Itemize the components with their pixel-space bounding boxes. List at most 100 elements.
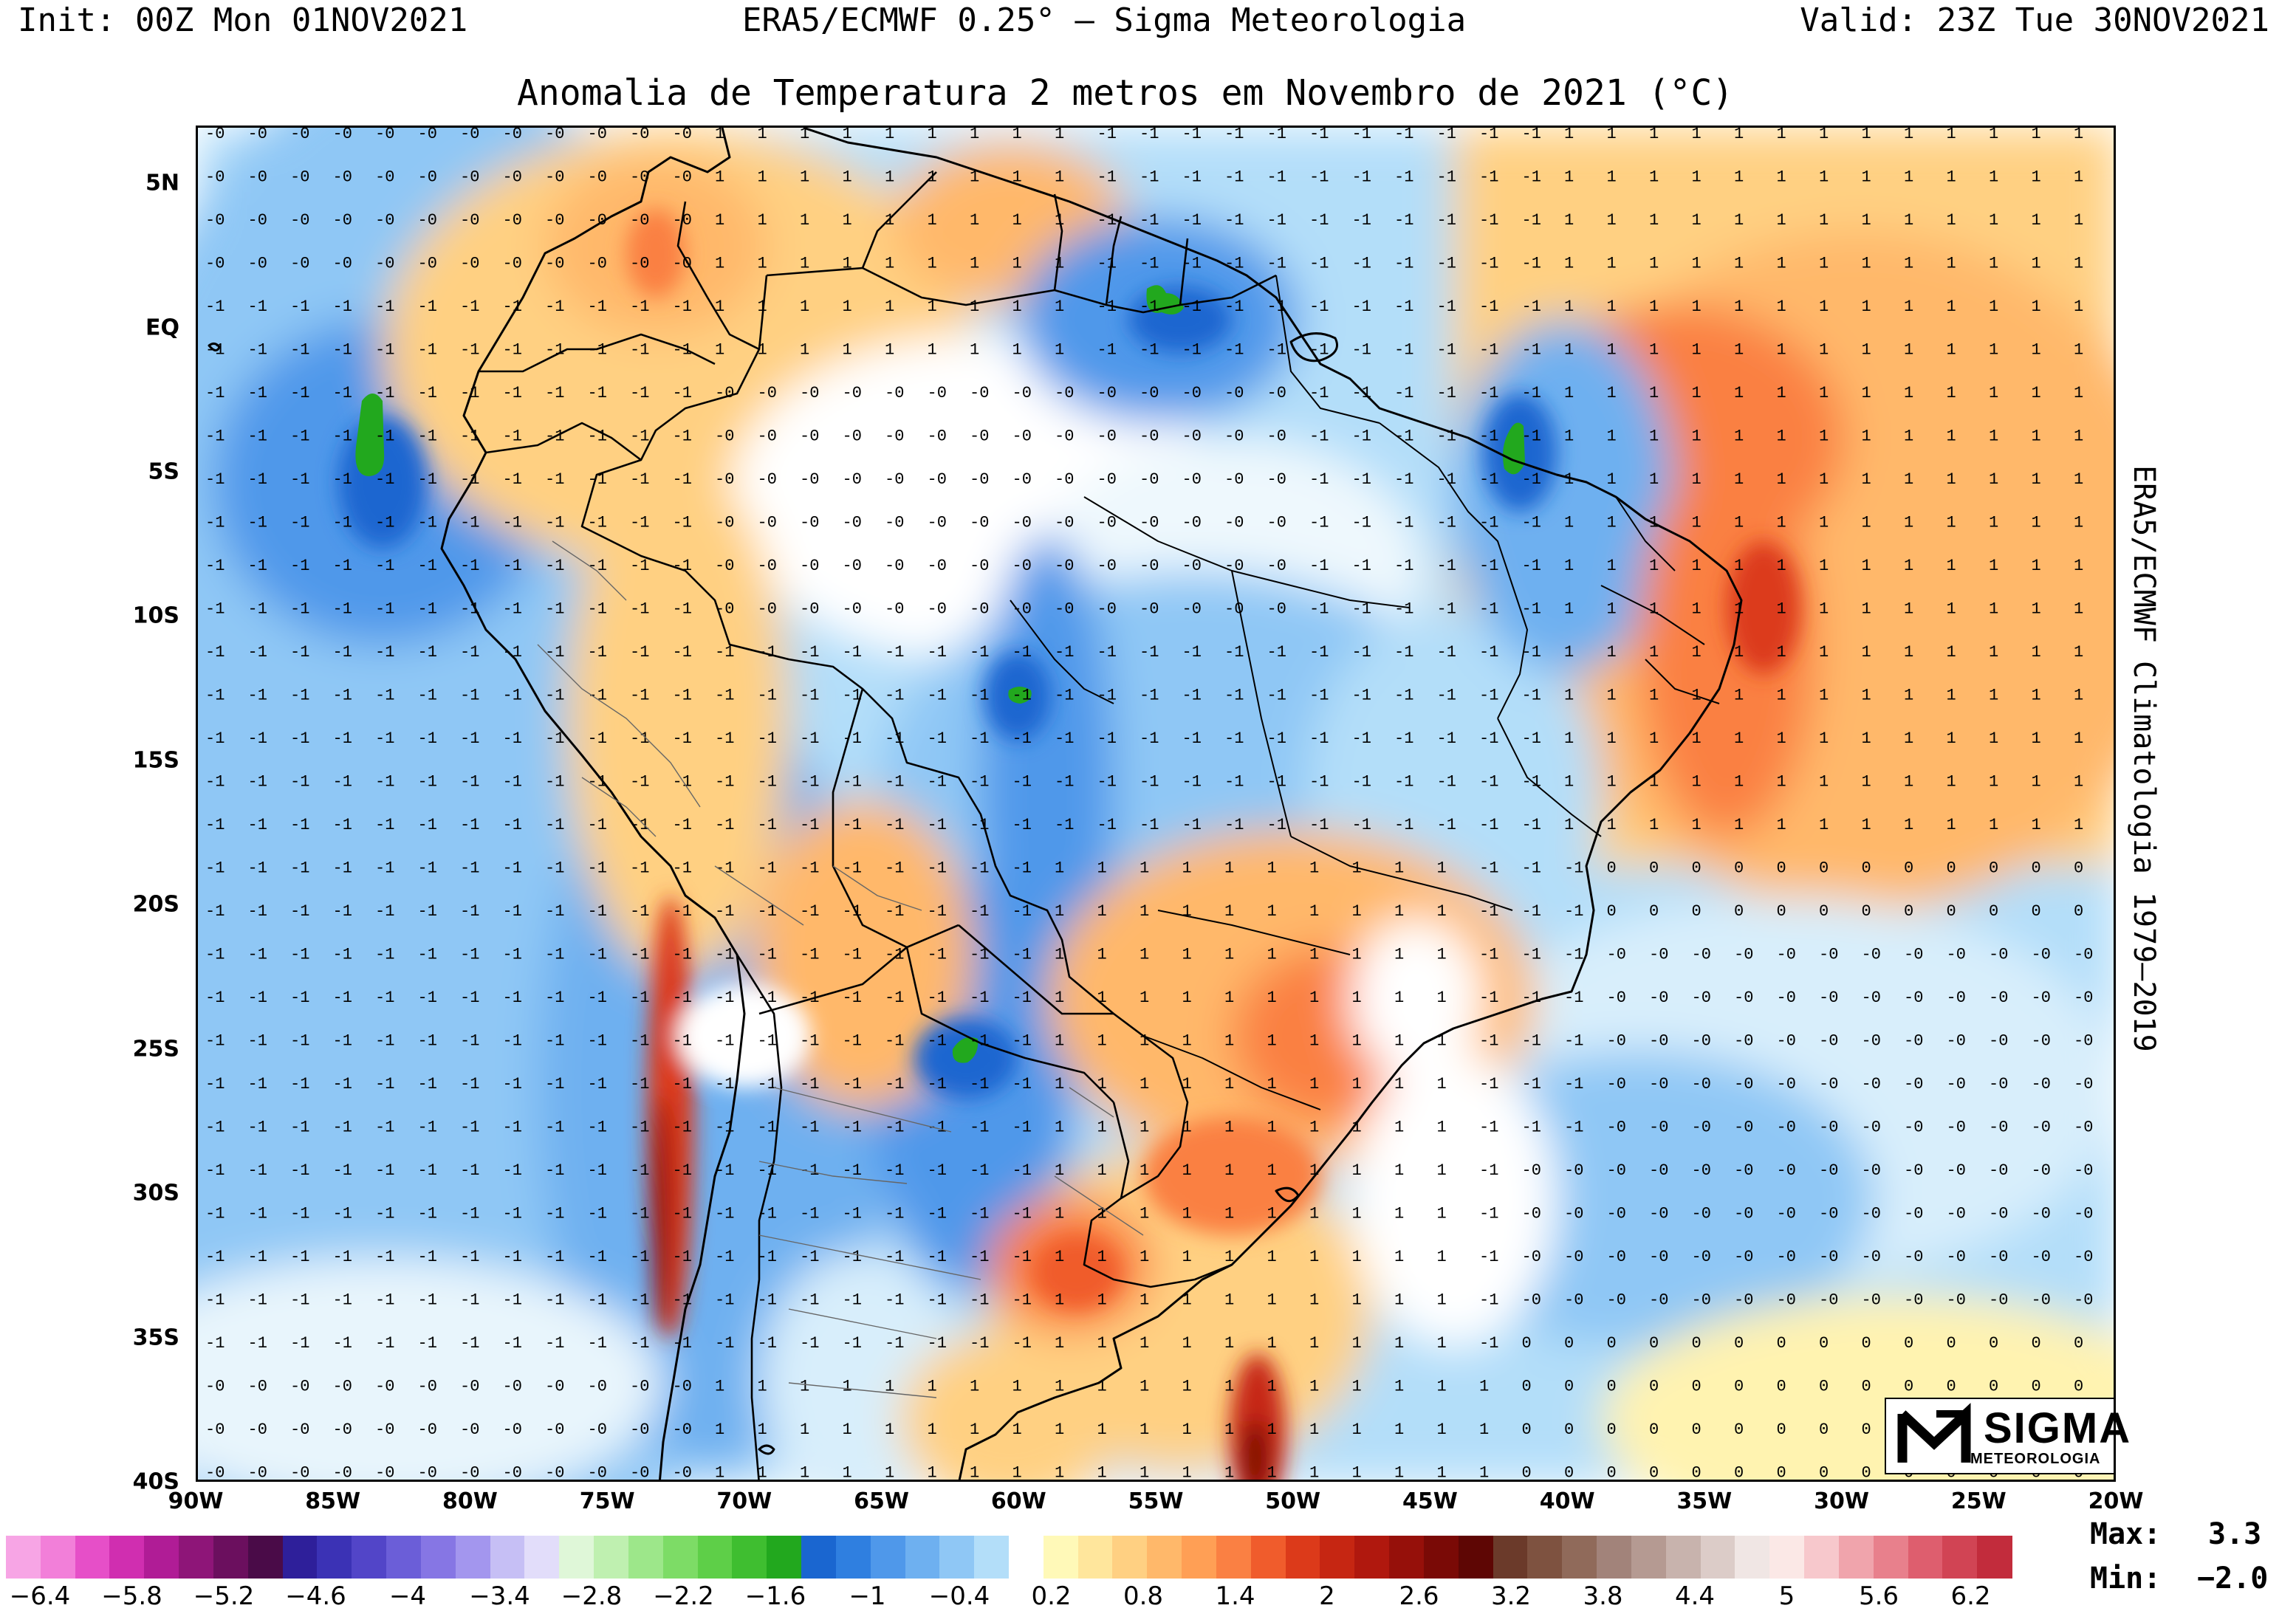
grid-value: -0 (2032, 1248, 2051, 1266)
grid-value: -1 (843, 1334, 862, 1353)
grid-value: 1 (1819, 514, 1829, 532)
grid-value: 0 (1819, 1421, 1829, 1439)
grid-value: 0 (1607, 902, 1617, 921)
grid-value: -1 (375, 729, 394, 748)
grid-value: -1 (545, 1161, 564, 1180)
grid-value: -0 (1692, 1161, 1711, 1180)
grid-value: 0 (2074, 1334, 2083, 1353)
grid-value: -1 (588, 687, 607, 705)
grid-value: -1 (673, 341, 692, 360)
grid-value: -1 (418, 1248, 437, 1266)
grid-value: -1 (248, 1161, 267, 1180)
grid-value: 1 (1734, 773, 1744, 791)
grid-value: -1 (800, 1075, 819, 1093)
grid-value: 1 (928, 1464, 937, 1483)
grid-value: -0 (928, 427, 947, 446)
grid-value: -1 (1564, 902, 1583, 921)
grid-value: 1 (1309, 1464, 1319, 1483)
grid-value: 1 (1055, 1378, 1064, 1396)
grid-value: -0 (1904, 1119, 1923, 1137)
grid-value: 1 (1947, 773, 1956, 791)
grid-value: -1 (375, 816, 394, 834)
grid-value: -1 (1012, 816, 1032, 834)
grid-value: 0 (1904, 859, 1913, 878)
grid-value: -0 (1862, 946, 1881, 964)
lon-label: 50W (1265, 1488, 1321, 1514)
grid-value: 1 (1224, 1119, 1234, 1137)
grid-value: 1 (2032, 687, 2041, 705)
grid-value: -1 (1479, 643, 1498, 662)
grid-value: -1 (1394, 384, 1413, 402)
grid-value: -1 (545, 1205, 564, 1223)
grid-value: -1 (545, 687, 564, 705)
grid-value: -0 (1692, 1075, 1711, 1093)
grid-value: 1 (1734, 427, 1744, 446)
grid-value: -1 (1224, 729, 1244, 748)
grid-value: -1 (1097, 773, 1117, 791)
grid-value: 1 (1734, 211, 1744, 230)
colorbar-tick: −1 (849, 1581, 886, 1611)
grid-value: -1 (1394, 128, 1413, 143)
grid-value: -1 (1267, 128, 1286, 143)
grid-value: -0 (1777, 1205, 1796, 1223)
grid-value: -1 (290, 643, 309, 662)
grid-value: 1 (1012, 128, 1022, 143)
grid-value: -0 (503, 1421, 522, 1439)
grid-value: -1 (673, 557, 692, 575)
grid-value: 1 (1182, 1464, 1192, 1483)
grid-value: -1 (205, 427, 225, 446)
grid-value: -1 (1522, 600, 1541, 619)
grid-value: 1 (1394, 1248, 1404, 1266)
grid-value: -1 (1140, 729, 1159, 748)
colorbar-cell (1216, 1536, 1252, 1579)
grid-value: 1 (1989, 773, 1998, 791)
grid-value: 1 (1352, 1248, 1362, 1266)
grid-value: -0 (1692, 1205, 1711, 1223)
grid-value: 1 (1309, 1291, 1319, 1310)
grid-value: -1 (1394, 557, 1413, 575)
grid-value: 0 (1904, 1378, 1913, 1396)
grid-value: 1 (1862, 687, 1871, 705)
grid-value: 0 (1862, 1464, 1871, 1483)
grid-value: -1 (248, 1334, 267, 1353)
grid-value: 1 (1012, 1464, 1022, 1483)
lat-label: 5N (145, 170, 179, 196)
grid-value: -1 (545, 514, 564, 532)
grid-value: -1 (1182, 128, 1202, 143)
grid-value: 1 (1607, 341, 1617, 360)
grid-value: -1 (545, 600, 564, 619)
lon-label: 70W (716, 1488, 772, 1514)
grid-value: -1 (545, 470, 564, 489)
grid-value: -0 (1224, 514, 1244, 532)
grid-value: -1 (1140, 255, 1159, 273)
grid-value: -1 (1267, 643, 1286, 662)
grid-value: -1 (375, 946, 394, 964)
grid-value: -1 (545, 1032, 564, 1051)
grid-value: -1 (970, 1205, 989, 1223)
grid-value: -1 (375, 859, 394, 878)
grid-value: -0 (2032, 946, 2051, 964)
grid-value: 1 (1904, 427, 1913, 446)
grid-value: -1 (1564, 989, 1583, 1007)
grid-value: -1 (1182, 643, 1202, 662)
grid-value: -1 (673, 470, 692, 489)
grid-value: 1 (1904, 773, 1913, 791)
grid-value: -1 (1224, 773, 1244, 791)
grid-value: -1 (333, 902, 352, 921)
grid-value: -1 (1394, 211, 1413, 230)
grid-value: 0 (1649, 1334, 1659, 1353)
init-time: Init: 00Z Mon 01NOV2021 (18, 1, 468, 39)
grid-value: -0 (1012, 470, 1032, 489)
grid-value: -1 (1182, 729, 1202, 748)
grid-value: -0 (1012, 427, 1032, 446)
grid-value: 1 (1649, 729, 1659, 748)
grid-value: 1 (843, 1464, 852, 1483)
grid-value: -0 (1607, 1119, 1626, 1137)
grid-value: 1 (1055, 1205, 1064, 1223)
grid-value: 0 (1777, 1334, 1786, 1353)
grid-value: 1 (1819, 816, 1829, 834)
grid-value: 1 (1097, 902, 1107, 921)
grid-value: -0 (885, 557, 904, 575)
grid-value: -1 (375, 1161, 394, 1180)
grid-value: 1 (1734, 729, 1744, 748)
